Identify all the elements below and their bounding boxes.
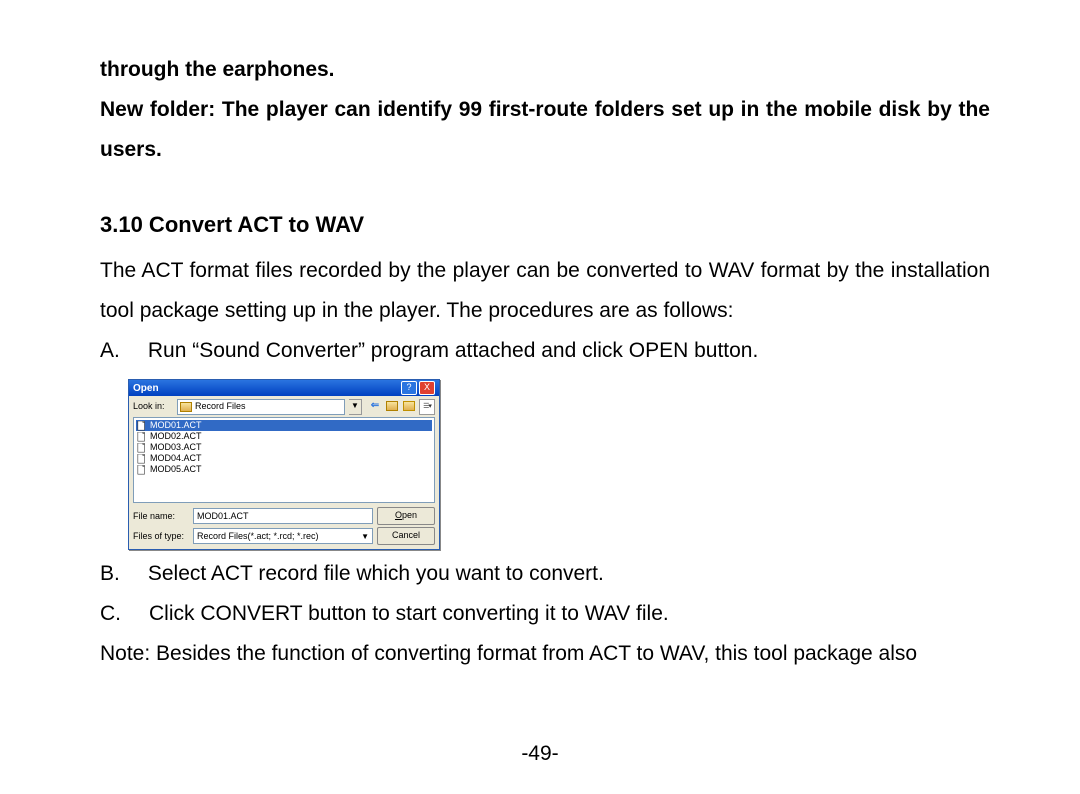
file-icon [137,454,147,464]
file-icon [137,443,147,453]
lookin-value: Record Files [195,398,246,415]
back-icon[interactable]: ⇐ [368,399,382,413]
file-row[interactable]: MOD05.ACT [136,464,432,475]
para-note: Note: Besides the function of converting… [100,634,990,674]
file-icon [137,432,147,442]
help-button[interactable]: ? [401,381,417,395]
new-folder-icon[interactable] [402,399,416,413]
open-dialog: Open ? X Look in: Record Files ▼ ⇐ ☰▾ MO… [128,379,440,550]
lookin-select[interactable]: Record Files [177,399,345,415]
filename-input[interactable]: MOD01.ACT [193,508,373,524]
view-menu-icon[interactable]: ☰▾ [419,399,435,415]
filename-label: File name: [133,508,189,525]
lookin-dropdown-arrow[interactable]: ▼ [349,399,362,415]
para-through-earphones: through the earphones. [100,50,990,90]
page-number: -49- [0,742,1080,766]
list-text-b: Select ACT record file which you want to… [148,554,604,594]
cancel-button[interactable]: Cancel [377,527,435,545]
list-marker-b: B. [100,554,120,594]
dialog-title: Open [133,379,399,398]
para-intro: The ACT format files recorded by the pla… [100,251,990,331]
close-button[interactable]: X [419,381,435,395]
filetype-dropdown-arrow[interactable]: ▼ [361,529,369,544]
filetype-label: Files of type: [133,528,189,545]
list-text-a: Run “Sound Converter” program attached a… [148,331,758,371]
list-text-c: Click CONVERT button to start converting… [149,594,669,634]
file-icon [137,421,147,431]
para-new-folder: New folder: The player can identify 99 f… [100,90,990,170]
folder-icon [180,402,192,412]
file-icon [137,465,147,475]
list-marker-c: C. [100,594,121,634]
filetype-select[interactable]: Record Files(*.act; *.rcd; *.rec) ▼ [193,528,373,544]
lookin-label: Look in: [133,398,173,415]
filename-value: MOD01.ACT [197,508,249,525]
section-heading: 3.10 Convert ACT to WAV [100,204,990,246]
dialog-titlebar: Open ? X [129,380,439,396]
list-marker-a: A. [100,331,120,371]
file-list[interactable]: MOD01.ACT MOD02.ACT MOD03.ACT MOD04.ACT … [133,417,435,503]
lookin-row: Look in: Record Files ▼ ⇐ ☰▾ [129,396,439,417]
open-button[interactable]: Open [377,507,435,525]
up-one-level-icon[interactable] [385,399,399,413]
filetype-value: Record Files(*.act; *.rcd; *.rec) [197,528,319,545]
dialog-toolbar: ⇐ ☰▾ [368,399,435,415]
file-name: MOD05.ACT [150,461,202,478]
